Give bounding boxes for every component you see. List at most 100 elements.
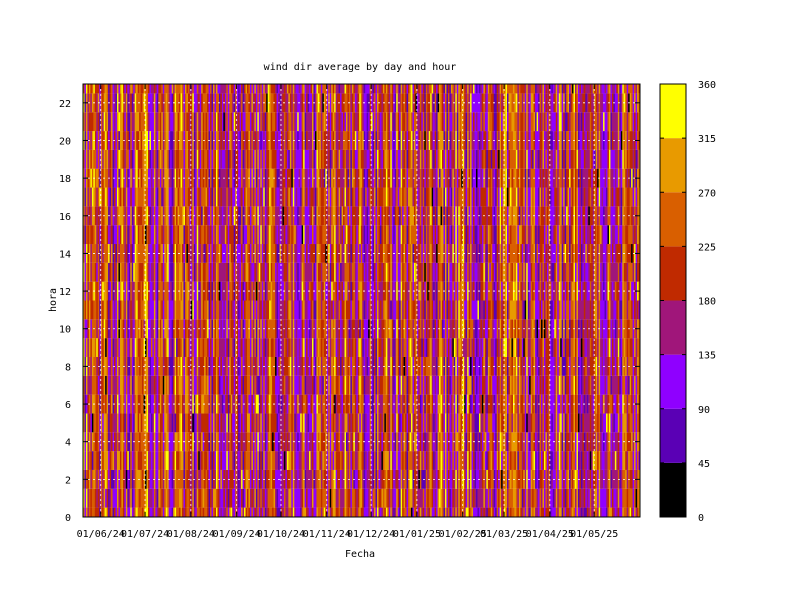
heatmap-cell xyxy=(248,451,251,470)
heatmap-cell xyxy=(150,375,153,395)
heatmap-cell xyxy=(241,131,243,150)
heatmap-cell xyxy=(217,413,220,433)
heatmap-cell xyxy=(288,338,291,357)
heatmap-cell xyxy=(214,149,217,169)
heatmap-cell xyxy=(125,112,128,132)
heatmap-cell xyxy=(165,507,168,517)
heatmap-cell xyxy=(220,93,223,113)
heatmap-cell xyxy=(273,413,276,433)
heatmap-cell xyxy=(201,225,204,245)
heatmap-cell xyxy=(230,262,233,282)
heatmap-cell xyxy=(371,451,373,470)
heatmap-cell xyxy=(273,149,276,169)
heatmap-cell xyxy=(348,262,351,282)
heatmap-cell xyxy=(131,112,134,132)
heatmap-cell xyxy=(122,451,125,470)
heatmap-cell xyxy=(261,469,264,489)
heatmap-cell xyxy=(354,394,357,414)
heatmap-cell xyxy=(211,375,214,395)
heatmap-cell xyxy=(275,319,277,339)
heatmap-cell xyxy=(218,262,221,282)
heatmap-cell xyxy=(186,413,189,433)
heatmap-cell xyxy=(220,168,223,188)
heatmap-cell xyxy=(136,149,139,169)
heatmap-cell xyxy=(365,93,368,113)
heatmap-cell xyxy=(124,394,127,414)
heatmap-cell xyxy=(314,244,317,263)
heatmap-cell xyxy=(195,206,198,226)
heatmap-cell xyxy=(314,168,317,188)
heatmap-cell xyxy=(221,149,224,169)
heatmap-cell xyxy=(140,451,143,470)
heatmap-cell xyxy=(174,187,177,207)
heatmap-cell xyxy=(189,507,192,517)
heatmap-cell xyxy=(251,432,254,452)
heatmap-cell xyxy=(114,375,116,395)
heatmap-cell xyxy=(357,262,360,282)
heatmap-cell xyxy=(165,375,168,395)
heatmap-cell xyxy=(174,356,177,376)
heatmap-cell xyxy=(158,413,161,433)
heatmap-cell xyxy=(329,300,332,320)
heatmap-cell xyxy=(155,84,158,94)
heatmap-cell xyxy=(133,112,136,132)
heatmap-cell xyxy=(165,488,168,508)
heatmap-cell xyxy=(331,319,334,339)
heatmap-cell xyxy=(214,131,217,150)
heatmap-cell xyxy=(91,244,94,263)
heatmap-cell xyxy=(105,149,108,169)
heatmap-cell xyxy=(286,93,289,113)
heatmap-cell xyxy=(276,394,279,414)
heatmap-cell xyxy=(221,84,224,94)
heatmap-cell xyxy=(99,469,102,489)
heatmap-cell xyxy=(377,432,379,452)
heatmap-cell xyxy=(94,168,97,188)
heatmap-cell xyxy=(115,488,118,508)
heatmap-cell xyxy=(238,451,241,470)
heatmap-cell xyxy=(241,93,243,113)
heatmap-cell xyxy=(218,225,221,245)
heatmap-cell xyxy=(353,187,356,207)
heatmap-cell xyxy=(94,338,97,357)
heatmap-cell xyxy=(269,244,272,263)
heatmap-cell xyxy=(263,507,266,517)
heatmap-cell xyxy=(125,84,128,94)
heatmap-cell xyxy=(295,93,298,113)
heatmap-cell xyxy=(205,469,208,489)
heatmap-cell xyxy=(377,300,379,320)
heatmap-cell xyxy=(223,112,226,132)
heatmap-cell xyxy=(319,206,322,226)
heatmap-cell xyxy=(371,394,373,414)
heatmap-cell xyxy=(189,413,192,433)
heatmap-cell xyxy=(85,225,88,245)
heatmap-cell xyxy=(84,413,87,433)
heatmap-cell xyxy=(286,469,289,489)
heatmap-cell xyxy=(112,507,115,517)
heatmap-cell xyxy=(384,488,387,508)
heatmap-cell xyxy=(111,356,113,376)
heatmap-cell xyxy=(266,93,269,113)
heatmap-cell xyxy=(264,394,267,414)
heatmap-cell xyxy=(378,262,381,282)
heatmap-cell xyxy=(115,338,118,357)
heatmap-cell xyxy=(331,338,334,357)
heatmap-cell xyxy=(205,338,208,357)
heatmap-cell xyxy=(171,187,174,207)
heatmap-cell xyxy=(304,356,307,376)
heatmap-cell xyxy=(159,206,162,226)
heatmap-cell xyxy=(362,84,365,94)
heatmap-cell xyxy=(245,432,248,452)
heatmap-cell xyxy=(360,112,363,132)
heatmap-cell xyxy=(230,281,233,301)
heatmap-cell xyxy=(91,356,94,376)
heatmap-cell xyxy=(96,507,99,517)
heatmap-cell xyxy=(382,112,385,132)
heatmap-cell xyxy=(353,225,356,245)
heatmap-cell xyxy=(204,168,207,188)
heatmap-cell xyxy=(164,131,167,150)
heatmap-cell xyxy=(201,375,204,395)
heatmap-cell xyxy=(251,300,254,320)
heatmap-cell xyxy=(193,149,196,169)
heatmap-cell xyxy=(211,338,214,357)
